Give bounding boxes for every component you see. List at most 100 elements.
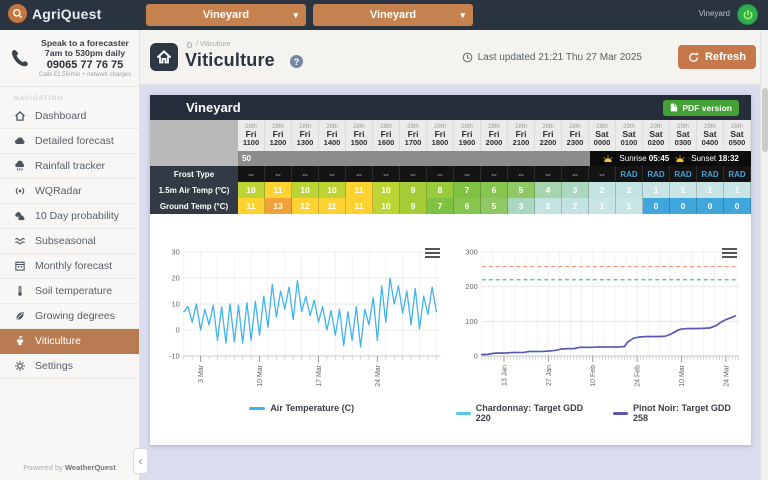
topbar: AgriQuest Vineyard ▾ Vineyard ▾ Vineyard [0, 0, 768, 30]
sidebar-item-growing-degrees[interactable]: Growing degrees [0, 304, 139, 329]
sidebar-item-label: Detailed forecast [35, 135, 114, 147]
phone-line1: Speak to a forecaster [41, 38, 129, 48]
gear-icon [15, 361, 25, 371]
power-icon [743, 9, 752, 19]
site-dropdown[interactable]: Vineyard ▾ [313, 4, 473, 26]
row-label: Ground Temp (°C) [150, 198, 238, 214]
temp-cell: 11 [346, 198, 373, 214]
chevron-down-icon: ▾ [293, 9, 298, 20]
brand-name: AgriQuest [32, 5, 102, 22]
svg-text:10: 10 [172, 299, 180, 308]
legend-item[interactable]: Air Temperature (C) [249, 403, 354, 413]
legend-item[interactable]: Chardonnay: Target GDD 220 [455, 403, 595, 423]
sidebar-item-label: Growing degrees [35, 310, 115, 322]
phone-smallprint: Calls £1.55/min + network charges [38, 72, 132, 78]
phone-number[interactable]: 09065 77 76 75 [46, 59, 124, 71]
location-dropdown[interactable]: Vineyard ▾ [146, 4, 306, 26]
sidebar-item-label: WQRadar [35, 185, 82, 197]
temp-cell: 8 [427, 182, 454, 198]
table-row: Frost Type -- -- -- -- -- -- -- -- -- -- -- -- -- -- RA… [150, 166, 751, 182]
sidebar-item-dashboard[interactable]: Dashboard [0, 104, 139, 129]
brand-logo[interactable]: AgriQuest [8, 4, 101, 23]
sidebar-item-monthly-forecast[interactable]: Monthly forecast [0, 254, 139, 279]
scrollbar-thumb[interactable] [762, 88, 768, 152]
help-button[interactable]: ? [290, 55, 303, 68]
temp-cell: 11 [265, 182, 292, 198]
sidebar-item-wqradar[interactable]: WQRadar [0, 179, 139, 204]
svg-text:27 Jan: 27 Jan [545, 365, 552, 386]
row-label: 1.5m Air Temp (°C) [150, 182, 238, 198]
powered-by: Powered by WeatherQuest [0, 463, 139, 472]
frost-type-cell: -- [508, 166, 535, 182]
temp-cell: 3 [508, 198, 535, 214]
svg-text:24 Mar: 24 Mar [375, 364, 382, 386]
column-header: 28th Fri 1900 [454, 120, 481, 151]
sunrise-label: Sunrise 05:45 [619, 154, 670, 163]
sidebar-item-detailed-forecast[interactable]: Detailed forecast [0, 129, 139, 154]
svg-text:3 Mar: 3 Mar [198, 364, 205, 383]
sidebar-item-soil-temperature[interactable]: Soil temperature [0, 279, 139, 304]
svg-text:17 Mar: 17 Mar [316, 364, 323, 386]
frost-type-cell: -- [373, 166, 400, 182]
thermometer-icon [18, 286, 22, 296]
temp-cell: 2 [535, 198, 562, 214]
temp-cell: 10 [373, 198, 400, 214]
frost-type-cell: -- [562, 166, 589, 182]
pdf-version-button[interactable]: PDF version [663, 99, 739, 116]
pdf-version-label: PDF version [682, 102, 732, 113]
gdd-chart: 0 100 200 300 13 Jan 27 Jan 10 Feb 24 Feb 10 Mar… [455, 244, 744, 423]
temp-cell: 1 [697, 182, 724, 198]
powered-by-brand[interactable]: WeatherQuest [64, 463, 116, 472]
svg-text:0: 0 [176, 325, 180, 334]
temp-cell: 2 [562, 198, 589, 214]
column-header: 28th Fri 1200 [265, 120, 292, 151]
frost-type-cell: -- [319, 166, 346, 182]
sidebar-item-rainfall-tracker[interactable]: Rainfall tracker [0, 154, 139, 179]
home-icon [157, 50, 171, 64]
sidebar-item-label: Monthly forecast [35, 260, 113, 272]
main-content: Vineyard PDF version 28th Fri 1100 28th Fri 1… [140, 85, 768, 480]
breadcrumb: / Viticulture [186, 41, 231, 48]
temp-cell: 11 [238, 198, 265, 214]
temp-cell: 2 [589, 182, 616, 198]
sidebar-item-settings[interactable]: Settings [0, 354, 139, 379]
frost-type-cell: -- [427, 166, 454, 182]
temp-cell: 1 [616, 198, 643, 214]
sunset-label: Sunset 18:32 [691, 154, 739, 163]
clock-icon [462, 52, 472, 63]
column-header: 29th Sat 0400 [697, 120, 724, 151]
breadcrumb-text: / Viticulture [196, 41, 231, 48]
table-header-spacer [150, 120, 238, 151]
frost-type-cell: -- [481, 166, 508, 182]
temp-cell: 5 [481, 198, 508, 214]
chart-menu-icon[interactable] [722, 246, 737, 260]
svg-text:300: 300 [465, 247, 477, 256]
sidebar-collapse-button[interactable]: ‹ [133, 448, 148, 474]
logout-power-button[interactable] [737, 4, 758, 25]
breadcrumb-home-icon[interactable] [186, 41, 193, 48]
sidebar-item-label: Subseasonal [35, 235, 96, 247]
column-header: 29th Sat 0500 [724, 120, 751, 151]
magnifier-icon [8, 4, 27, 23]
home-button[interactable] [150, 43, 178, 71]
gdd-chart-legend: Chardonnay: Target GDD 220 Pinot Noir: Ta… [455, 403, 744, 423]
refresh-icon [689, 51, 699, 62]
sun-row-spacer [150, 151, 238, 166]
panel-title: Vineyard [186, 100, 241, 115]
column-header: 28th Fri 1300 [292, 120, 319, 151]
refresh-button[interactable]: Refresh [678, 45, 756, 69]
waves-icon [15, 238, 25, 245]
page-scrollbar[interactable] [760, 30, 768, 480]
sidebar: Speak to a forecaster 7am to 530pm daily… [0, 30, 148, 480]
sidebar-item-viticulture[interactable]: Viticulture [0, 329, 139, 354]
column-header: 29th Sat 0000 [589, 120, 616, 151]
legend-item[interactable]: Pinot Noir: Target GDD 258 [612, 403, 743, 423]
sidebar-item-subseasonal[interactable]: Subseasonal [0, 229, 139, 254]
temp-cell: 0 [724, 198, 751, 214]
svg-text:13 Jan: 13 Jan [501, 365, 508, 386]
svg-text:10 Mar: 10 Mar [678, 364, 685, 386]
column-header: 29th Sat 0200 [643, 120, 670, 151]
chart-menu-icon[interactable] [424, 246, 440, 260]
legend-swatch [455, 411, 471, 415]
sidebar-item-10-day-probability[interactable]: 10 Day probability [0, 204, 139, 229]
